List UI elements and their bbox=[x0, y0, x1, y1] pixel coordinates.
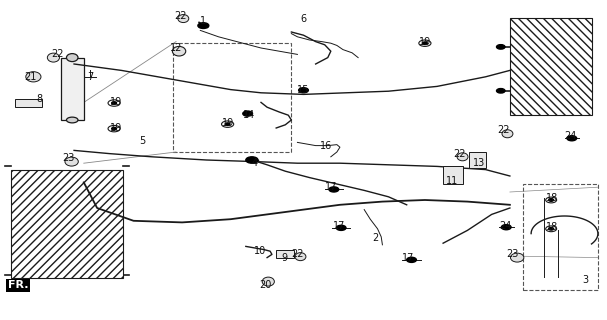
Text: 8: 8 bbox=[36, 94, 42, 104]
Circle shape bbox=[198, 23, 209, 28]
Ellipse shape bbox=[502, 130, 513, 138]
Circle shape bbox=[112, 127, 117, 130]
Text: 2: 2 bbox=[372, 233, 378, 244]
Circle shape bbox=[246, 157, 258, 163]
Text: 4: 4 bbox=[252, 158, 258, 168]
Text: 7: 7 bbox=[87, 72, 93, 82]
Text: 3: 3 bbox=[583, 275, 589, 285]
Text: 15: 15 bbox=[297, 84, 310, 95]
Bar bbox=[510, 18, 592, 115]
Text: 17: 17 bbox=[325, 182, 337, 192]
Text: 9: 9 bbox=[281, 252, 287, 263]
Text: 24: 24 bbox=[565, 131, 577, 141]
Text: 22: 22 bbox=[498, 124, 510, 135]
Circle shape bbox=[407, 257, 416, 262]
Bar bbox=[276, 250, 294, 258]
Circle shape bbox=[549, 228, 554, 230]
Circle shape bbox=[336, 225, 346, 230]
Text: 22: 22 bbox=[291, 249, 304, 260]
Text: 21: 21 bbox=[24, 72, 36, 82]
Bar bbox=[173, 43, 291, 152]
Text: 12: 12 bbox=[170, 43, 182, 53]
Ellipse shape bbox=[172, 46, 186, 56]
Text: 14: 14 bbox=[243, 110, 255, 120]
Circle shape bbox=[549, 199, 554, 201]
Text: 13: 13 bbox=[473, 158, 486, 168]
Circle shape bbox=[567, 136, 577, 141]
Text: 19: 19 bbox=[419, 36, 431, 47]
Circle shape bbox=[501, 225, 511, 230]
Text: 19: 19 bbox=[110, 123, 123, 133]
Circle shape bbox=[497, 89, 505, 93]
Text: 16: 16 bbox=[320, 140, 333, 151]
Ellipse shape bbox=[295, 253, 306, 260]
Text: 18: 18 bbox=[546, 222, 558, 232]
Text: 18: 18 bbox=[546, 193, 558, 204]
Circle shape bbox=[497, 45, 505, 49]
Ellipse shape bbox=[510, 253, 524, 262]
Circle shape bbox=[422, 42, 427, 44]
Circle shape bbox=[243, 111, 253, 116]
Text: 11: 11 bbox=[446, 176, 458, 186]
Bar bbox=[15, 99, 42, 107]
Text: 5: 5 bbox=[140, 136, 146, 146]
Text: 22: 22 bbox=[175, 11, 187, 21]
Text: 24: 24 bbox=[499, 220, 511, 231]
Circle shape bbox=[112, 102, 117, 104]
Text: 10: 10 bbox=[254, 246, 266, 256]
Ellipse shape bbox=[65, 157, 78, 166]
Circle shape bbox=[225, 123, 230, 125]
Text: 17: 17 bbox=[333, 220, 345, 231]
Text: 6: 6 bbox=[300, 14, 307, 24]
Ellipse shape bbox=[178, 15, 189, 23]
Ellipse shape bbox=[262, 277, 274, 286]
Bar bbox=[523, 184, 598, 290]
Ellipse shape bbox=[457, 153, 468, 161]
Ellipse shape bbox=[67, 53, 78, 61]
Bar bbox=[443, 166, 463, 184]
Circle shape bbox=[299, 88, 308, 93]
Text: 19: 19 bbox=[222, 118, 234, 128]
Text: 23: 23 bbox=[507, 249, 519, 260]
Circle shape bbox=[329, 187, 339, 192]
Text: 22: 22 bbox=[453, 148, 466, 159]
Text: 1: 1 bbox=[200, 16, 206, 26]
Ellipse shape bbox=[67, 117, 78, 123]
Text: 20: 20 bbox=[260, 280, 272, 290]
Text: 23: 23 bbox=[62, 153, 74, 164]
Ellipse shape bbox=[47, 53, 59, 62]
Ellipse shape bbox=[25, 72, 41, 82]
Text: FR.: FR. bbox=[8, 280, 29, 291]
Text: 17: 17 bbox=[402, 252, 414, 263]
Bar bbox=[61, 58, 84, 120]
Bar bbox=[11, 170, 123, 278]
Bar bbox=[469, 152, 486, 168]
Text: 19: 19 bbox=[110, 97, 123, 108]
Text: 22: 22 bbox=[52, 49, 64, 60]
